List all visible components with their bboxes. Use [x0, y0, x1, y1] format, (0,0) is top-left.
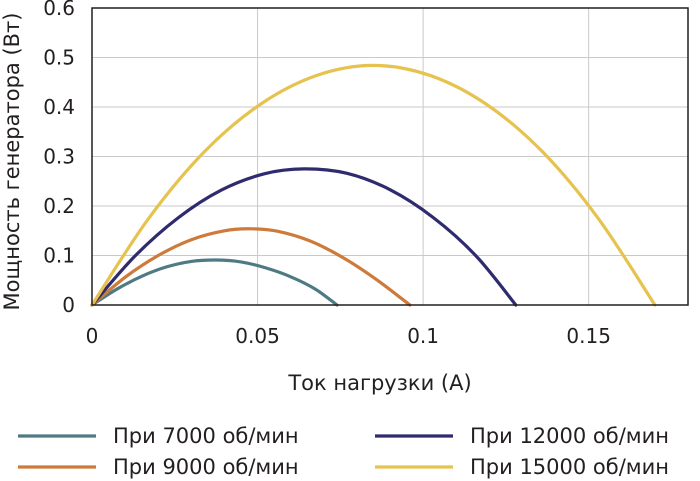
series-line-4 [90, 63, 657, 307]
plot-frame [91, 7, 689, 306]
y-tick-label: 0 [62, 293, 75, 317]
grid-lines [92, 8, 688, 305]
legend-label: При 12000 об/мин [470, 424, 669, 448]
legend: При 7000 об/мин При 9000 об/мин При 12000 … [18, 424, 669, 479]
x-tick-labels: 0 0.05 0.1 0.15 [86, 324, 611, 348]
series-line-2 [90, 227, 412, 307]
y-tick-label: 0.3 [43, 145, 75, 169]
series-lines [90, 63, 657, 307]
legend-label: При 15000 об/мин [470, 455, 669, 479]
x-tick-label: 0 [86, 324, 99, 348]
legend-label: При 9000 об/мин [113, 455, 299, 479]
series-line-1 [90, 258, 339, 307]
y-tick-label: 0.2 [43, 194, 75, 218]
y-tick-label: 0.6 [43, 0, 75, 20]
x-tick-label: 0.1 [407, 324, 439, 348]
legend-label: При 7000 об/мин [113, 424, 299, 448]
y-tick-label: 0.5 [43, 46, 75, 70]
x-tick-label: 0.05 [235, 324, 280, 348]
x-axis-title: Ток нагрузки (А) [287, 371, 471, 395]
y-tick-label: 0.1 [43, 244, 75, 268]
y-axis-title: Мощность генератора (Вт) [0, 13, 24, 311]
x-tick-label: 0.15 [566, 324, 611, 348]
y-tick-labels: 0 0.1 0.2 0.3 0.4 0.5 0.6 [43, 0, 75, 317]
y-tick-label: 0.4 [43, 95, 75, 119]
series-line-3 [90, 167, 518, 307]
